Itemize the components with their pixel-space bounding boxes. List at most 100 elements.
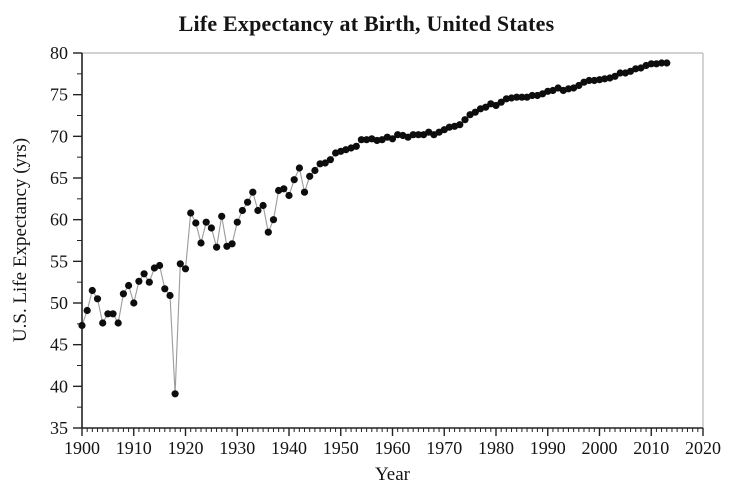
data-point [311, 166, 319, 175]
y-axis-minor-ticks [77, 73, 82, 408]
data-point [528, 91, 536, 100]
data-point [228, 240, 236, 248]
x-axis-ticks: 1900 1910 1920 1930 1940 1950 1960 1970 1980 1990… [64, 428, 721, 458]
data-point [482, 103, 490, 111]
data-point [616, 69, 624, 77]
data-point [352, 142, 360, 150]
data-point [244, 198, 252, 206]
x-tick-label: 1960 [375, 438, 411, 458]
data-point [249, 188, 257, 196]
data-point [295, 164, 303, 172]
data-point [181, 265, 190, 273]
data-point [269, 216, 278, 224]
y-tick-label: 40 [50, 376, 68, 396]
data-line [81, 62, 667, 394]
x-tick-label: 1930 [219, 438, 255, 458]
data-point [456, 121, 464, 129]
data-point [156, 261, 164, 270]
x-axis-label: Year [374, 464, 410, 485]
x-tick-label: 2010 [633, 438, 669, 458]
data-point [99, 319, 107, 327]
data-point [161, 285, 169, 293]
data-point [192, 219, 200, 227]
x-tick-label: 1940 [271, 438, 307, 458]
y-tick-label: 70 [50, 126, 68, 146]
data-point [140, 270, 148, 278]
data-point [166, 291, 174, 300]
data-point [414, 131, 422, 139]
y-tick-label: 75 [50, 85, 68, 105]
data-point [357, 136, 365, 144]
data-point [109, 310, 117, 318]
data-point [171, 390, 179, 398]
data-point [93, 295, 102, 303]
data-point [114, 319, 122, 327]
data-point [280, 185, 288, 193]
data-series [78, 59, 671, 398]
data-point [207, 224, 215, 232]
data-point [125, 281, 133, 290]
data-point [326, 156, 334, 164]
y-tick-label: 55 [50, 251, 68, 271]
y-tick-label: 80 [50, 43, 68, 63]
data-point [238, 206, 246, 215]
x-tick-label: 2020 [685, 438, 721, 458]
data-point [492, 101, 500, 110]
x-tick-label: 1990 [530, 438, 566, 458]
y-tick-label: 35 [50, 418, 68, 438]
data-point [461, 116, 469, 124]
data-point [663, 59, 671, 67]
y-tick-label: 60 [50, 210, 68, 230]
plot-frame [81, 52, 704, 429]
data-point [176, 260, 184, 268]
data-point [409, 131, 417, 139]
data-point [518, 93, 526, 101]
x-tick-label: 1900 [64, 438, 100, 458]
data-point [300, 188, 309, 196]
x-tick-label: 1950 [323, 438, 359, 458]
y-tick-label: 65 [50, 168, 68, 188]
data-point [78, 321, 86, 330]
data-point [497, 98, 505, 106]
chart-title: Life Expectancy at Birth, United States [178, 11, 555, 36]
data-point [83, 306, 91, 315]
data-point [306, 172, 314, 180]
x-axis-minor-ticks [86, 428, 699, 432]
x-tick-label: 1980 [478, 438, 514, 458]
data-point [254, 206, 262, 215]
data-point [388, 135, 397, 143]
data-point [471, 108, 479, 116]
x-tick-label: 1920 [168, 438, 204, 458]
data-point [119, 290, 127, 298]
data-point [218, 212, 226, 220]
y-tick-label: 50 [50, 293, 68, 313]
data-point [145, 278, 153, 286]
data-point [259, 201, 267, 210]
data-point [187, 209, 195, 217]
data-point [88, 286, 96, 295]
data-point [104, 310, 112, 318]
data-point [658, 59, 666, 67]
x-tick-label: 2000 [582, 438, 618, 458]
data-point [611, 72, 619, 80]
x-tick-label: 1910 [116, 438, 152, 458]
data-point [513, 93, 521, 101]
data-point [233, 218, 241, 226]
data-point [135, 277, 143, 285]
data-point [290, 176, 298, 184]
data-point [321, 159, 329, 167]
y-axis-ticks: 35 40 45 50 55 60 65 70 75 80 [50, 43, 82, 438]
data-point [575, 81, 583, 90]
data-point [202, 218, 210, 226]
data-point [213, 243, 221, 251]
y-tick-label: 45 [50, 335, 68, 355]
x-tick-label: 1970 [426, 438, 462, 458]
data-point [264, 228, 272, 236]
data-point [585, 76, 593, 85]
data-point [647, 60, 655, 68]
data-point [197, 239, 205, 247]
data-point [130, 299, 138, 307]
data-point [285, 191, 293, 200]
